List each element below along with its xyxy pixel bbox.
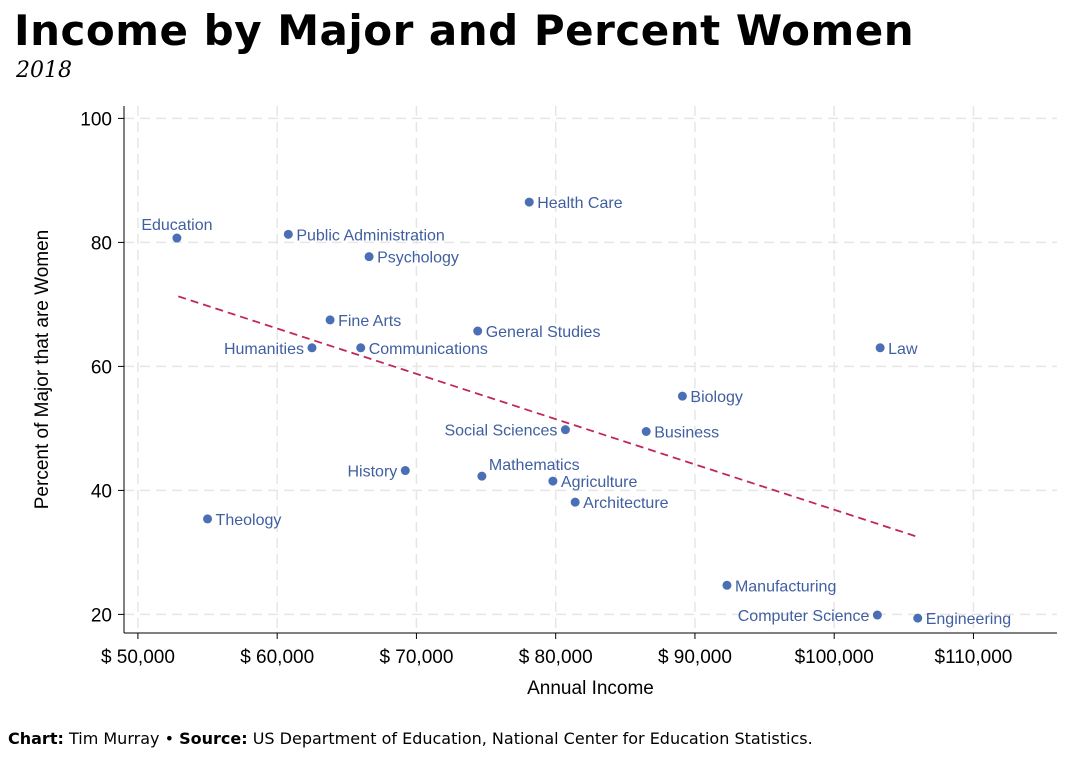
x-tick-label: $110,000 [935,647,1013,668]
point-label: Engineering [926,611,1011,628]
point-label: Theology [216,512,282,529]
chart-credit-label: Chart: [8,729,64,748]
data-point [875,343,885,353]
point-label: Humanities [224,341,304,358]
data-point [641,427,651,436]
point-label: Health Care [537,195,622,212]
chart-subtitle: 2018 [16,58,72,83]
x-axis-title: Annual Income [527,678,654,699]
y-tick-label: 20 [91,605,112,626]
x-tick-label: $ 90,000 [658,647,732,668]
data-point [722,580,732,590]
y-tick-label: 40 [91,481,112,502]
x-tick-label: $ 50,000 [101,647,175,668]
point-label: Manufacturing [735,578,836,595]
grid-lines [124,106,1057,633]
y-tick-label: 80 [91,233,112,254]
data-point [872,610,882,620]
data-point [677,391,687,401]
data-point [524,197,534,207]
data-point [548,476,558,486]
x-tick-label: $ 70,000 [379,647,453,668]
point-label: Fine Arts [338,313,401,330]
point-label: Public Administration [296,227,445,244]
point-label: Law [888,341,918,358]
y-tick-label: 100 [80,109,112,130]
x-tick-label: $ 80,000 [519,647,593,668]
point-label: Business [654,425,719,442]
source-text: US Department of Education, National Cen… [252,729,813,748]
point-labels: Education Theology Public Administration Hu… [141,195,1011,628]
data-point [307,343,317,353]
data-point [283,229,293,239]
point-label: Computer Science [738,608,870,625]
footer-separator: • [164,729,174,748]
point-label: General Studies [486,324,601,341]
data-point [473,326,483,336]
chart-credit-author: Tim Murray [68,729,160,748]
y-tick-label: 60 [91,357,112,378]
point-label: Social Sciences [444,423,557,440]
data-point [570,497,580,507]
chart-title: Income by Major and Percent Women [14,6,915,55]
chart-footer: Chart: Tim Murray • Source: US Departmen… [8,729,813,748]
y-axis-title: Percent of Major that are Women [32,230,53,510]
data-point [172,233,182,243]
point-label: Psychology [377,250,459,267]
point-label: Agriculture [561,474,638,491]
point-label: Biology [690,389,742,406]
scatter-plot: Education Theology Public Administration Hu… [32,106,1057,699]
data-point [364,252,374,262]
data-point [477,471,487,481]
source-label: Source: [179,729,248,748]
point-label: Architecture [583,495,668,512]
data-point [400,466,410,476]
data-point [913,613,923,623]
x-tick-label: $100,000 [795,647,874,668]
axes: $ 50,000 $ 60,000 $ 70,000 $ 80,000 $ 90,000… [32,106,1057,699]
x-tick-label: $ 60,000 [240,647,314,668]
data-point [203,514,213,524]
point-label: History [348,464,398,481]
data-point [356,343,366,353]
point-label: Communications [369,341,488,358]
data-point [325,315,335,325]
data-points [172,197,923,623]
point-label: Education [141,217,212,234]
point-label: Mathematics [489,457,580,474]
data-point [560,425,570,435]
